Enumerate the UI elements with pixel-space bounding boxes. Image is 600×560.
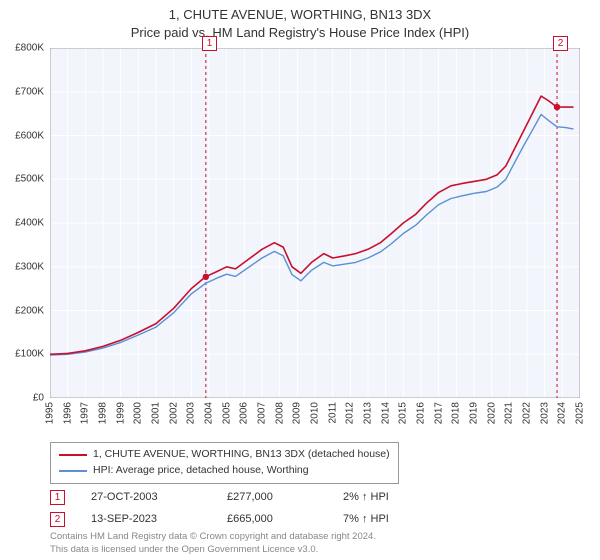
y-tick-label: £500K <box>15 174 44 185</box>
x-tick-label: 2014 <box>380 402 391 424</box>
event-price: £665,000 <box>227 513 317 525</box>
legend-swatch <box>59 470 87 472</box>
line-chart: 12 <box>50 48 580 398</box>
x-tick-label: 2002 <box>168 402 179 424</box>
event-badge: 1 <box>50 490 65 505</box>
events-table: 1 27-OCT-2003 £277,000 2% ↑ HPI 2 13-SEP-2023… <box>50 486 389 530</box>
footer-line1: Contains HM Land Registry data © Crown c… <box>50 531 376 542</box>
x-tick-label: 2016 <box>416 402 427 424</box>
y-axis-ticks: £0£100K£200K£300K£400K£500K£600K£700K£80… <box>0 48 48 398</box>
x-axis-ticks: 1995199619971998199920002001200220032004… <box>50 398 580 436</box>
footer-attribution: Contains HM Land Registry data © Crown c… <box>50 531 376 556</box>
event-row: 2 13-SEP-2023 £665,000 7% ↑ HPI <box>50 508 389 530</box>
x-tick-label: 2024 <box>557 402 568 424</box>
footer-line2: This data is licensed under the Open Gov… <box>50 544 318 555</box>
y-tick-label: £800K <box>15 43 44 54</box>
x-tick-label: 2025 <box>575 402 586 424</box>
event-badge: 2 <box>50 512 65 527</box>
x-tick-label: 1995 <box>45 402 56 424</box>
legend-swatch <box>59 454 87 456</box>
title-line1: 1, CHUTE AVENUE, WORTHING, BN13 3DX <box>0 6 600 24</box>
legend: 1, CHUTE AVENUE, WORTHING, BN13 3DX (det… <box>50 442 399 484</box>
x-tick-label: 2004 <box>204 402 215 424</box>
x-tick-label: 2007 <box>257 402 268 424</box>
y-tick-label: £700K <box>15 86 44 97</box>
x-tick-label: 1996 <box>62 402 73 424</box>
y-tick-label: £600K <box>15 130 44 141</box>
title-line2: Price paid vs. HM Land Registry's House … <box>0 24 600 42</box>
y-tick-label: £100K <box>15 349 44 360</box>
x-tick-label: 2012 <box>345 402 356 424</box>
x-tick-label: 2017 <box>433 402 444 424</box>
x-tick-label: 2003 <box>186 402 197 424</box>
event-marker-badge: 1 <box>202 36 217 51</box>
x-tick-label: 2022 <box>522 402 533 424</box>
x-tick-label: 2001 <box>151 402 162 424</box>
y-tick-label: £0 <box>33 393 44 404</box>
x-tick-label: 2019 <box>469 402 480 424</box>
x-tick-label: 1997 <box>80 402 91 424</box>
event-delta: 7% ↑ HPI <box>343 513 389 525</box>
x-tick-label: 2010 <box>310 402 321 424</box>
event-marker-badge: 2 <box>553 36 568 51</box>
legend-label: 1, CHUTE AVENUE, WORTHING, BN13 3DX (det… <box>93 447 390 463</box>
y-tick-label: £400K <box>15 218 44 229</box>
x-tick-label: 2013 <box>363 402 374 424</box>
x-tick-label: 2000 <box>133 402 144 424</box>
y-tick-label: £200K <box>15 305 44 316</box>
x-tick-label: 2005 <box>221 402 232 424</box>
chart-svg <box>50 48 580 398</box>
x-tick-label: 1998 <box>98 402 109 424</box>
x-tick-label: 2008 <box>274 402 285 424</box>
event-price: £277,000 <box>227 491 317 503</box>
x-tick-label: 2015 <box>398 402 409 424</box>
x-tick-label: 1999 <box>115 402 126 424</box>
legend-item: 1, CHUTE AVENUE, WORTHING, BN13 3DX (det… <box>59 447 390 463</box>
event-row: 1 27-OCT-2003 £277,000 2% ↑ HPI <box>50 486 389 508</box>
x-tick-label: 2009 <box>292 402 303 424</box>
chart-title: 1, CHUTE AVENUE, WORTHING, BN13 3DX Pric… <box>0 0 600 42</box>
event-date: 13-SEP-2023 <box>91 513 201 525</box>
x-tick-label: 2006 <box>239 402 250 424</box>
x-tick-label: 2011 <box>327 402 338 424</box>
event-date: 27-OCT-2003 <box>91 491 201 503</box>
x-tick-label: 2021 <box>504 402 515 424</box>
event-delta: 2% ↑ HPI <box>343 491 389 503</box>
x-tick-label: 2023 <box>539 402 550 424</box>
legend-label: HPI: Average price, detached house, Wort… <box>93 463 309 479</box>
y-tick-label: £300K <box>15 261 44 272</box>
x-tick-label: 2018 <box>451 402 462 424</box>
legend-item: HPI: Average price, detached house, Wort… <box>59 463 390 479</box>
x-tick-label: 2020 <box>486 402 497 424</box>
